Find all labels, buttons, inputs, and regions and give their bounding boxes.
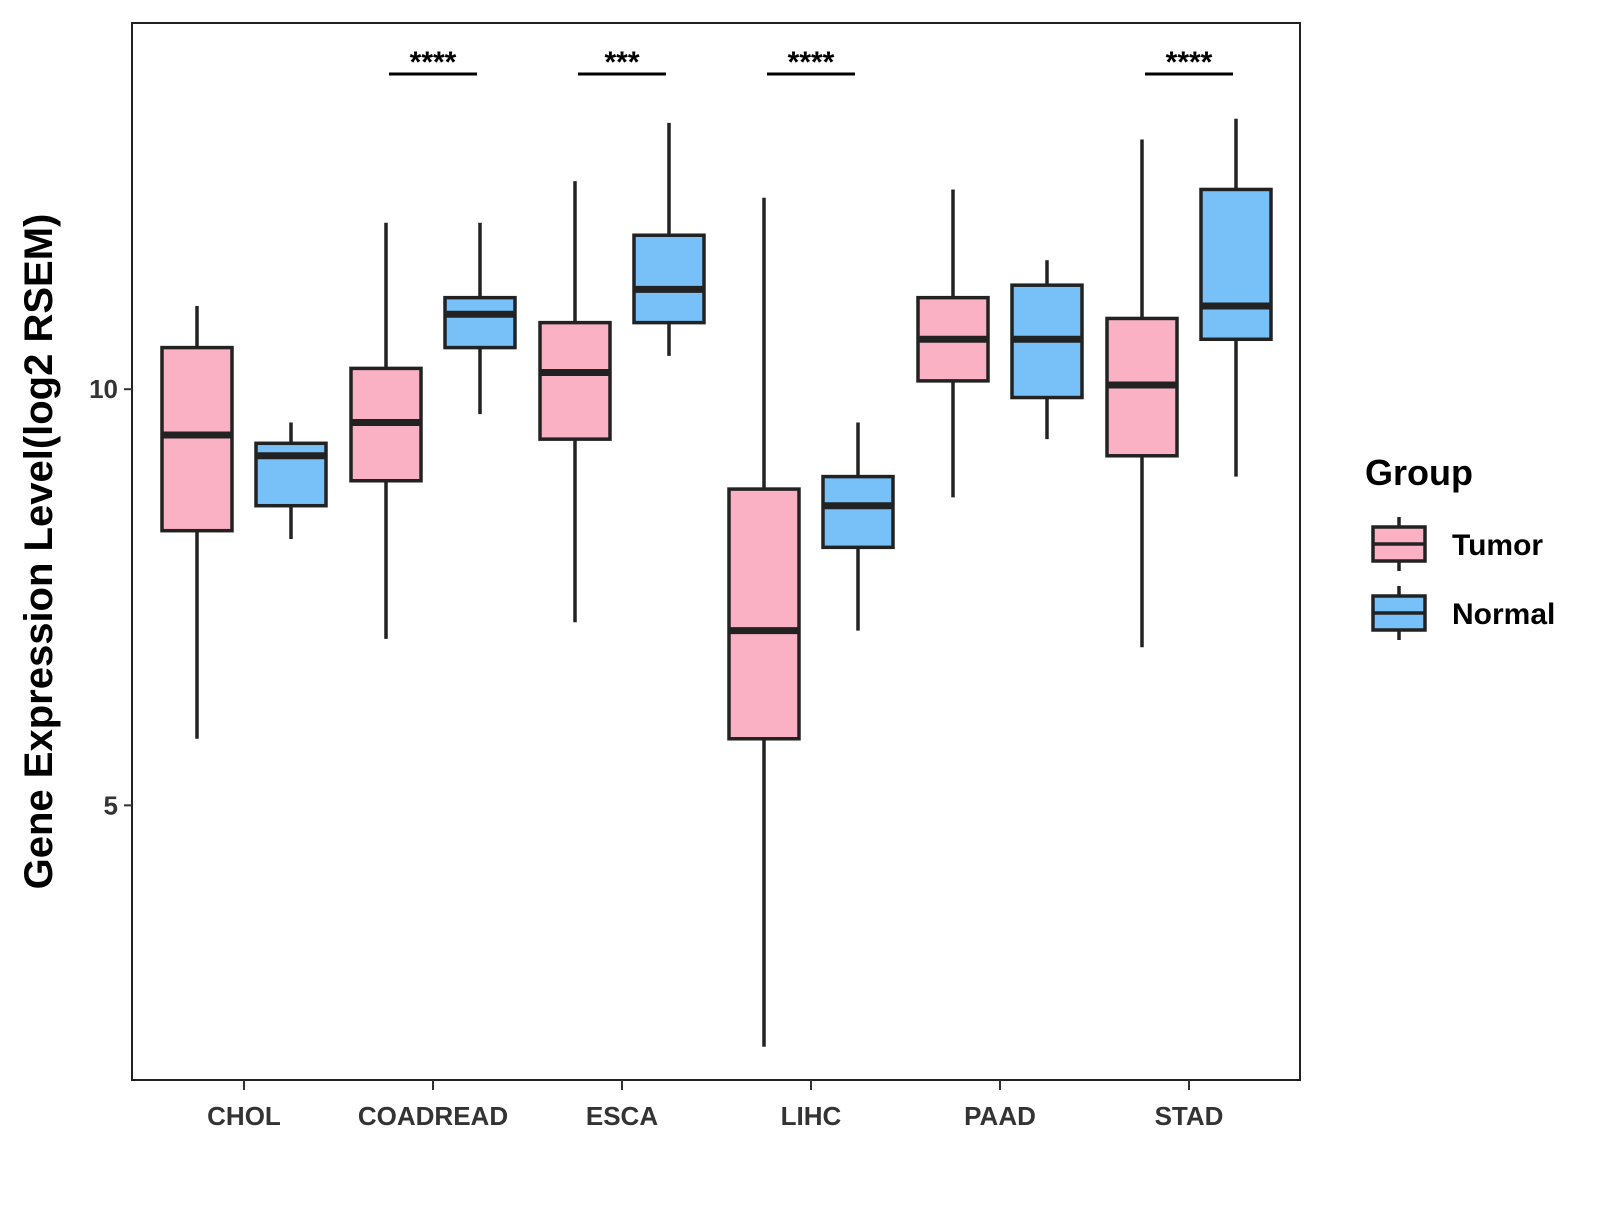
legend-label-normal: Normal bbox=[1452, 598, 1555, 631]
x-tick-label-esca: ESCA bbox=[586, 1101, 658, 1131]
legend-title: Group bbox=[1365, 452, 1473, 493]
box-body-tumor-lihc bbox=[727, 487, 801, 741]
box-tumor-lihc bbox=[727, 197, 801, 1047]
legend-item-tumor: Tumor bbox=[1371, 517, 1543, 571]
y-tick-label-10: 10 bbox=[89, 374, 118, 404]
box-body-normal-esca bbox=[632, 233, 706, 325]
y-axis-title: Gene Expression Level(log2 RSEM) bbox=[17, 214, 61, 890]
box-tumor-stad bbox=[1105, 139, 1179, 648]
x-tick-label-paad: PAAD bbox=[964, 1101, 1036, 1131]
y-tick-label-5: 5 bbox=[104, 790, 118, 820]
x-tick-label-coadread: COADREAD bbox=[358, 1101, 508, 1131]
box-tumor-paad bbox=[916, 189, 990, 498]
box-normal-paad bbox=[1010, 260, 1084, 440]
plot-panel bbox=[131, 22, 1301, 1081]
x-tick-label-chol: CHOL bbox=[207, 1101, 281, 1131]
significance-label-stad: **** bbox=[1166, 46, 1213, 79]
legend-label-tumor: Tumor bbox=[1452, 529, 1543, 562]
box-normal-coadread bbox=[443, 222, 517, 415]
box-body-normal-lihc bbox=[821, 474, 895, 550]
box-tumor-esca bbox=[538, 181, 612, 623]
x-tick-label-stad: STAD bbox=[1155, 1101, 1224, 1131]
box-tumor-coadread bbox=[349, 222, 423, 639]
box-normal-chol bbox=[254, 422, 328, 540]
box-normal-stad bbox=[1199, 118, 1273, 477]
box-normal-lihc bbox=[821, 422, 895, 631]
significance-label-esca: *** bbox=[604, 46, 639, 79]
significance-label-lihc: **** bbox=[788, 46, 835, 79]
x-tick-label-lihc: LIHC bbox=[781, 1101, 842, 1131]
box-body-normal-stad bbox=[1199, 187, 1273, 342]
box-body-normal-coadread bbox=[443, 295, 517, 350]
box-body-tumor-esca bbox=[538, 320, 612, 441]
box-body-tumor-chol bbox=[160, 345, 234, 533]
box-tumor-chol bbox=[160, 305, 234, 739]
legend-item-normal: Normal bbox=[1371, 586, 1555, 640]
significance-label-coadread: **** bbox=[410, 46, 457, 79]
box-normal-esca bbox=[632, 122, 706, 356]
